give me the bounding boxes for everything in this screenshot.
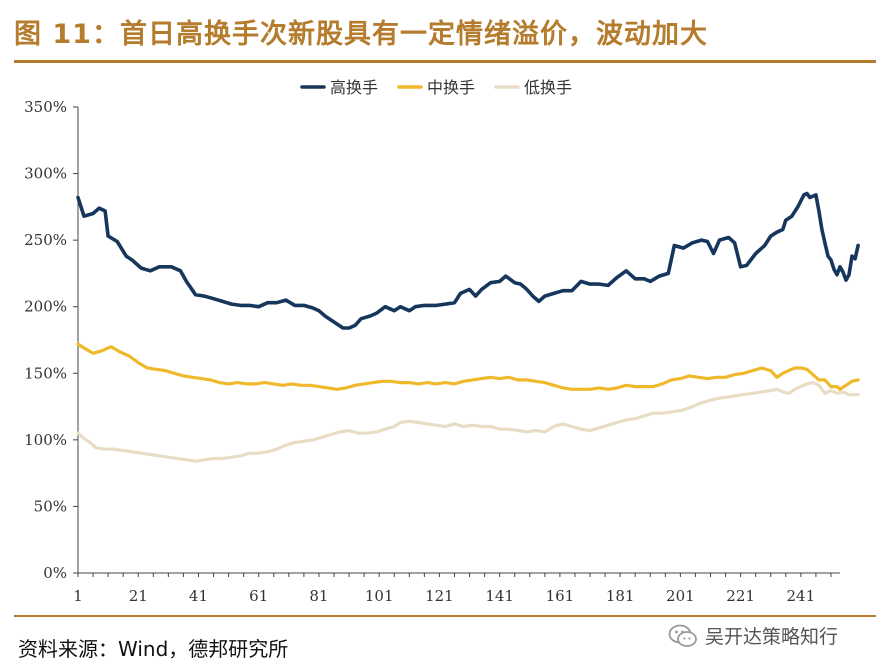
series-line-3 bbox=[76, 381, 860, 463]
legend-label: 低换手 bbox=[524, 78, 572, 97]
series-line-2 bbox=[76, 342, 860, 391]
x-tick-label: 21 bbox=[129, 587, 148, 605]
x-tick-label: 81 bbox=[309, 587, 328, 605]
y-tick-label: 250% bbox=[24, 231, 67, 249]
x-tick-label: 201 bbox=[666, 587, 695, 605]
x-axis: 1 21 41 61 81 101 121 141 161 181 201 221 241 bbox=[73, 572, 840, 605]
x-tick-label: 61 bbox=[249, 587, 268, 605]
figure-title: 图 11：首日高换手次新股具有一定情绪溢价，波动加大 bbox=[14, 19, 708, 50]
y-tick-label: 100% bbox=[24, 431, 67, 449]
x-tick-label: 101 bbox=[365, 587, 394, 605]
legend-label: 高换手 bbox=[330, 78, 378, 97]
x-tick-label: 161 bbox=[546, 587, 575, 605]
title-divider bbox=[14, 60, 876, 63]
x-tick-label: 221 bbox=[726, 587, 755, 605]
y-tick-label: 200% bbox=[24, 298, 67, 316]
plot-area bbox=[76, 191, 860, 463]
y-tick-label: 350% bbox=[24, 98, 67, 116]
x-tick-label: 41 bbox=[189, 587, 208, 605]
x-tick-label: 1 bbox=[73, 587, 83, 605]
source-note: 资料来源：Wind，德邦研究所 bbox=[18, 637, 289, 661]
series-line-1 bbox=[76, 191, 860, 330]
x-tick-label: 181 bbox=[606, 587, 635, 605]
y-tick-label: 150% bbox=[24, 364, 67, 382]
legend-label: 中换手 bbox=[427, 78, 475, 97]
wechat-icon bbox=[668, 624, 697, 647]
x-tick-label: 141 bbox=[485, 587, 514, 605]
watermark-text: 吴开达策略知行 bbox=[705, 626, 839, 648]
y-tick-label: 50% bbox=[34, 497, 67, 515]
watermark: 吴开达策略知行 bbox=[668, 622, 838, 649]
y-axis: 0% 50% 100% 150% 200% 250% 300% 350% bbox=[24, 98, 79, 582]
footer-divider bbox=[14, 615, 876, 617]
x-tick-label: 121 bbox=[425, 587, 454, 605]
x-tick-label: 241 bbox=[787, 587, 816, 605]
y-tick-label: 300% bbox=[24, 165, 67, 183]
chart-legend: 高换手 中换手 低换手 bbox=[300, 78, 572, 97]
y-tick-label: 0% bbox=[43, 564, 67, 582]
